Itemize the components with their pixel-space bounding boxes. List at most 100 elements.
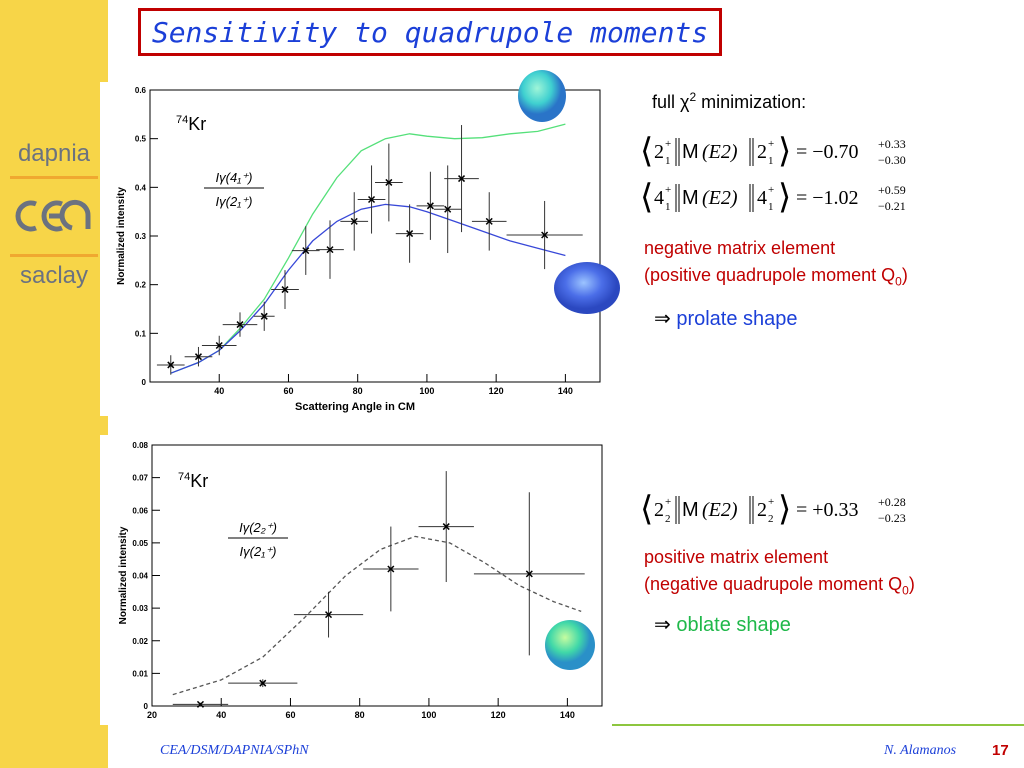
x-tick-label: 100 bbox=[419, 386, 434, 396]
y-axis-label: Normalized intensity bbox=[116, 187, 127, 285]
matrix-element-2-1: ⟨ 2 1 + M (E2) 2 1 + ⟩ = −0.70 +0.33 −0.… bbox=[640, 132, 930, 177]
svg-text:1: 1 bbox=[665, 155, 671, 167]
data-point bbox=[172, 700, 229, 708]
svg-text:⟩: ⟩ bbox=[778, 133, 791, 170]
svg-text:⟩: ⟩ bbox=[778, 179, 791, 216]
x-tick-label: 60 bbox=[283, 386, 293, 396]
y-tick-label: 0.01 bbox=[132, 669, 148, 678]
plot-frame bbox=[151, 444, 603, 707]
marker bbox=[444, 205, 452, 213]
svg-text:⟨: ⟨ bbox=[640, 179, 653, 216]
svg-text:⟨: ⟨ bbox=[640, 491, 653, 528]
footer-author: N. Alamanos bbox=[884, 743, 957, 758]
data-point bbox=[471, 192, 507, 251]
negative-matrix-element-text: negative matrix element bbox=[644, 238, 836, 258]
logo-divider bbox=[10, 254, 98, 257]
x-tick-label: 40 bbox=[214, 386, 224, 396]
data-point bbox=[473, 492, 585, 656]
svg-text:M: M bbox=[682, 499, 699, 521]
y-tick-label: 0.05 bbox=[132, 539, 148, 548]
x-tick-label: 140 bbox=[558, 386, 573, 396]
element-symbol: Kr bbox=[190, 471, 208, 491]
element-symbol: Kr bbox=[188, 114, 206, 134]
svg-text:+0.28: +0.28 bbox=[878, 495, 906, 509]
chi-minimization-label: full χ2 minimization: bbox=[652, 90, 807, 112]
slide-title-box: Sensitivity to quadrupole moments bbox=[138, 8, 722, 56]
marker bbox=[196, 700, 204, 708]
plot-frame bbox=[149, 89, 601, 383]
svg-text:(E2): (E2) bbox=[702, 499, 738, 521]
data-point bbox=[395, 204, 424, 263]
y-tick-label: 0.06 bbox=[132, 506, 148, 515]
svg-text:+0.59: +0.59 bbox=[878, 183, 906, 197]
marker bbox=[385, 178, 393, 186]
marker bbox=[326, 246, 334, 254]
x-tick-label: 80 bbox=[353, 386, 363, 396]
x-tick-label: 120 bbox=[491, 710, 506, 720]
svg-text:+: + bbox=[665, 184, 671, 196]
x-tick-label: 80 bbox=[355, 710, 365, 720]
svg-text:(E2): (E2) bbox=[702, 187, 738, 209]
ratio-denominator: Iγ(2₁⁺) bbox=[216, 194, 253, 209]
series-curve bbox=[172, 535, 582, 696]
marker bbox=[485, 217, 493, 225]
y-tick-label: 0 bbox=[144, 702, 149, 711]
data-point bbox=[316, 220, 344, 279]
svg-text:−0.30: −0.30 bbox=[878, 153, 906, 167]
nucleus-annotation: 74Kr bbox=[178, 471, 208, 491]
svg-text:⟨: ⟨ bbox=[640, 133, 653, 170]
matrix-element-formula: ⟨ 4 1 + M (E2) 4 1 + ⟩ = −1.02 +0.59 −0.… bbox=[640, 179, 906, 216]
y-tick-label: 0.08 bbox=[132, 441, 148, 450]
data-point bbox=[293, 591, 364, 638]
data-point bbox=[363, 526, 419, 612]
svg-text:2: 2 bbox=[757, 499, 767, 521]
page-number: 17 bbox=[992, 742, 1009, 759]
slide-title: Sensitivity to quadrupole moments bbox=[151, 15, 709, 49]
y-tick-label: 0.04 bbox=[132, 572, 148, 581]
marker bbox=[442, 523, 450, 531]
marker bbox=[387, 565, 395, 573]
data-point bbox=[375, 143, 403, 222]
marker bbox=[215, 341, 223, 350]
oblate-conclusion: ⇒ oblate shape bbox=[654, 612, 791, 637]
svg-text:= −0.70: = −0.70 bbox=[796, 141, 859, 163]
marker bbox=[281, 286, 289, 294]
data-point bbox=[433, 165, 462, 254]
implies-arrow: ⇒ bbox=[654, 614, 671, 636]
data-point bbox=[340, 192, 369, 251]
marker bbox=[259, 679, 267, 687]
implies-arrow: ⇒ bbox=[654, 308, 671, 330]
x-tick-label: 20 bbox=[147, 710, 157, 720]
oblate-nucleus-icon bbox=[545, 620, 595, 670]
x-tick-label: 60 bbox=[285, 710, 295, 720]
marker bbox=[236, 321, 244, 329]
nucleus-annotation: 74Kr bbox=[176, 114, 206, 134]
x-tick-label: 140 bbox=[560, 710, 575, 720]
svg-text:1: 1 bbox=[665, 201, 671, 213]
svg-text:2: 2 bbox=[654, 141, 664, 163]
svg-text:−0.23: −0.23 bbox=[878, 511, 906, 525]
y-tick-label: 0.6 bbox=[135, 86, 147, 95]
prolate-nucleus-blue-icon bbox=[554, 262, 620, 314]
svg-text:4: 4 bbox=[654, 187, 664, 209]
svg-text:1: 1 bbox=[768, 201, 774, 213]
data-point bbox=[416, 171, 445, 240]
data-point bbox=[506, 200, 583, 270]
dapnia-logo: dapnia bbox=[17, 140, 91, 167]
x-tick-label: 40 bbox=[216, 710, 226, 720]
series-curve bbox=[170, 203, 566, 374]
marker bbox=[194, 353, 202, 361]
matrix-element-2-2: ⟨ 2 2 + M (E2) 2 2 + ⟩ = +0.33 +0.28 −0.… bbox=[640, 490, 930, 535]
oblate-shape-label: oblate shape bbox=[676, 614, 791, 636]
y-tick-label: 0 bbox=[142, 378, 147, 387]
logo-divider bbox=[10, 176, 98, 179]
matrix-element-formula: ⟨ 2 2 + M (E2) 2 2 + ⟩ = +0.33 +0.28 −0.… bbox=[640, 491, 906, 528]
data-point bbox=[184, 346, 213, 367]
mass-number: 74 bbox=[178, 471, 190, 483]
marker bbox=[302, 247, 310, 255]
svg-text:+: + bbox=[768, 138, 774, 150]
data-point bbox=[418, 471, 474, 583]
x-tick-label: 120 bbox=[489, 386, 504, 396]
positive-quadrupole-text: (positive quadrupole moment Q0) bbox=[644, 265, 908, 289]
marker bbox=[325, 611, 333, 619]
